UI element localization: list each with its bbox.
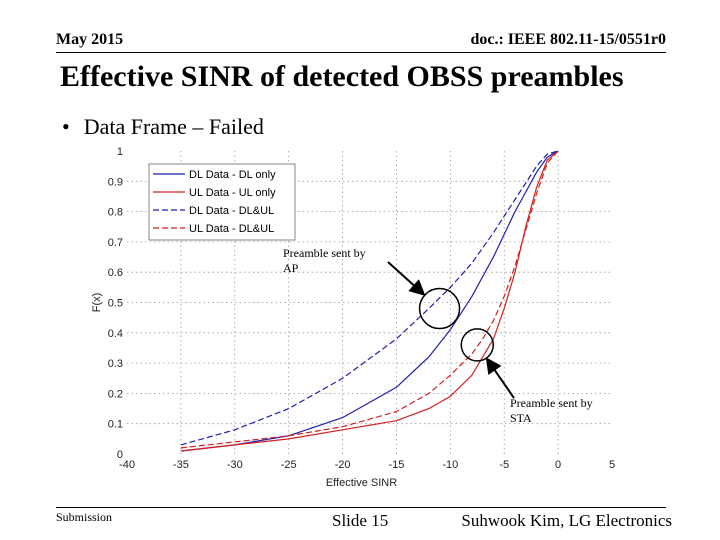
series-line-2: [180, 150, 559, 452]
x-tick-label: 5: [609, 459, 615, 471]
footer-author: Suhwook Kim, LG Electronics: [461, 511, 672, 530]
annotation-circle: [418, 287, 461, 330]
x-axis-label: Effective SINR: [326, 477, 397, 489]
x-tick-label: -10: [442, 459, 458, 471]
y-tick-label: 0.4: [108, 328, 123, 340]
annotation-label: Preamble sent by: [283, 246, 366, 260]
legend-entry: UL Data - DL&UL: [189, 223, 274, 235]
y-tick-label: 0.9: [108, 176, 123, 188]
annotation-arrow: [485, 357, 515, 399]
legend-entry: DL Data - DL only: [189, 169, 276, 181]
header-divider: [56, 52, 666, 53]
x-tick-label: -15: [388, 459, 404, 471]
y-tick-label: 1: [117, 146, 123, 158]
y-tick-label: 0.5: [108, 298, 123, 310]
x-tick-label: -35: [173, 459, 189, 471]
x-tick-label: -25: [281, 459, 297, 471]
y-tick-label: 0.8: [108, 207, 123, 219]
series-line-4: [180, 150, 559, 449]
annotation-label: STA: [510, 411, 532, 425]
annotation-label: AP: [283, 261, 299, 275]
series-line-3: [180, 150, 559, 446]
annotation-circle: [460, 328, 495, 362]
bullet-symbol: •: [62, 114, 70, 139]
bullet-item: • Data Frame – Failed: [62, 114, 264, 140]
x-tick-label: -5: [499, 459, 509, 471]
header-date: May 2015: [56, 31, 124, 48]
x-tick-label: -30: [227, 459, 243, 471]
footer-slide-number: Slide 15: [332, 511, 389, 530]
legend-box: [148, 163, 296, 241]
bullet-text: Data Frame – Failed: [83, 114, 264, 139]
legend-entry: UL Data - UL only: [189, 187, 276, 199]
header-doc-id: doc.: IEEE 802.11-15/0551r0: [470, 31, 666, 48]
x-tick-label: -20: [335, 459, 351, 471]
x-tick-label: 0: [555, 459, 561, 471]
footer-submission: Submission: [56, 510, 113, 524]
y-axis-label: F(x): [91, 293, 103, 313]
slide-title: Effective SINR of detected OBSS preamble…: [60, 60, 624, 93]
annotation-label: Preamble sent by: [510, 396, 593, 410]
legend-entry: DL Data - DL&UL: [189, 205, 274, 217]
annotation-arrow: [387, 261, 426, 296]
y-tick-label: 0: [117, 449, 123, 461]
y-tick-label: 0.3: [108, 358, 123, 370]
y-tick-label: 0.2: [108, 388, 123, 400]
footer-divider: [56, 507, 666, 508]
y-tick-label: 0.1: [108, 419, 123, 431]
x-tick-label: -40: [119, 459, 135, 471]
y-tick-label: 0.6: [108, 267, 123, 279]
y-tick-label: 0.7: [108, 237, 123, 249]
